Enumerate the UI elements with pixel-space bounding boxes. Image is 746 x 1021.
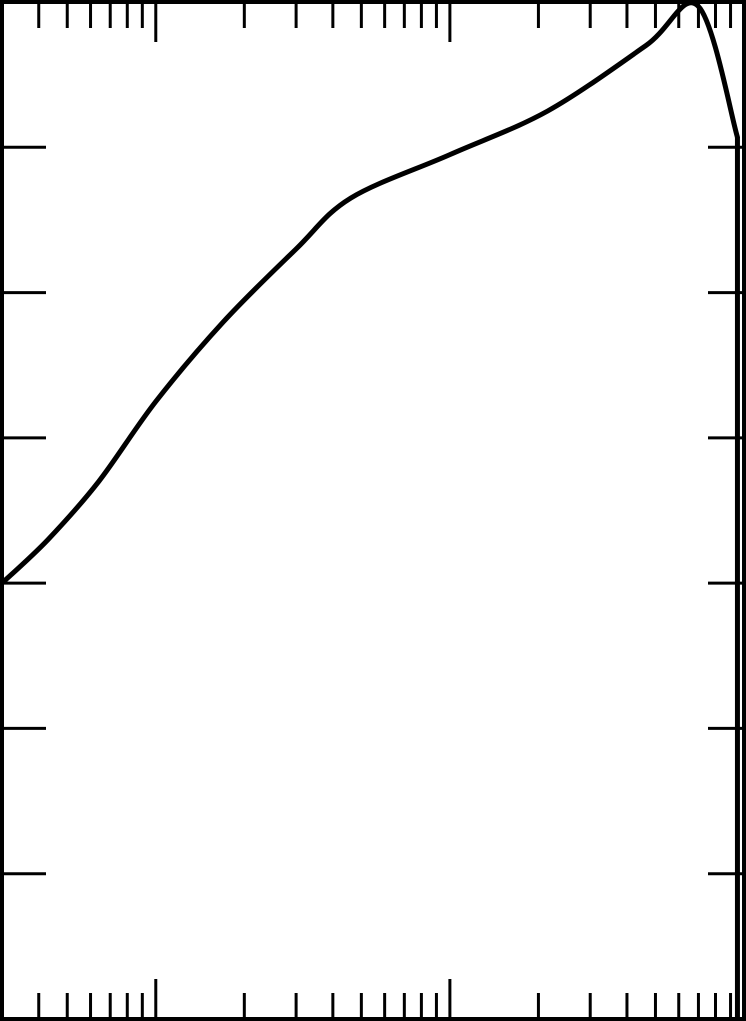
series-line (0, 0, 740, 586)
